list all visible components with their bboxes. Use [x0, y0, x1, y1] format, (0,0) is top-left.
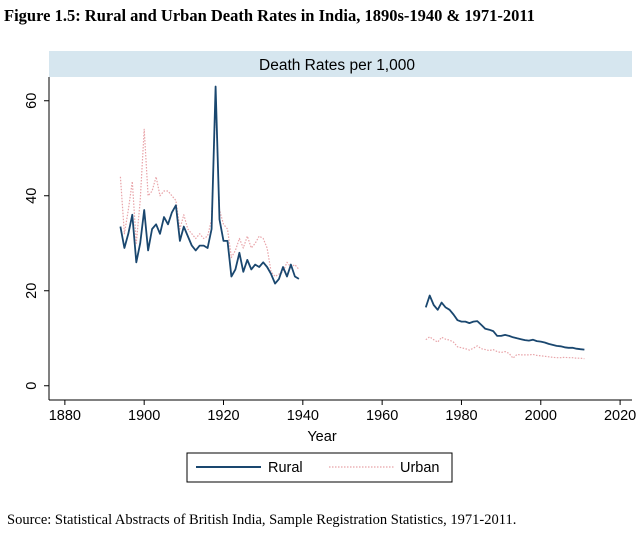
x-tick-label: 1880: [49, 408, 81, 424]
x-axis-ticks: 1880 1900 1920 1940 1960 1980 2000 2020: [49, 400, 636, 424]
figure-title: Figure 1.5: Rural and Urban Death Rates …: [4, 6, 535, 25]
x-tick-label: 1920: [207, 408, 239, 424]
header-band: [49, 51, 632, 77]
rural-line-segment-2: [424, 294, 585, 351]
y-tick-label: 0: [24, 382, 40, 390]
y-tick-label: 60: [24, 93, 40, 109]
chart-title: Death Rates per 1,000: [259, 57, 415, 74]
urban-line-segment-2: [425, 336, 585, 360]
y-tick-label: 40: [24, 188, 40, 204]
x-tick-label: 1940: [287, 408, 319, 424]
y-axis-ticks: 0 20 40 60: [24, 93, 49, 390]
x-tick-label: 2000: [525, 408, 557, 424]
y-tick-label: 20: [24, 283, 40, 299]
legend-rural-label: Rural: [268, 460, 303, 476]
x-axis-label: Year: [307, 429, 336, 445]
x-tick-label: 1980: [445, 408, 477, 424]
source-note: Source: Statistical Abstracts of British…: [7, 512, 517, 528]
series-lines: [119, 85, 585, 360]
rural-line-segment-1: [119, 85, 300, 285]
legend: Rural Urban: [186, 452, 453, 483]
x-tick-label: 1900: [128, 408, 160, 424]
x-tick-label: 2020: [604, 408, 636, 424]
x-tick-label: 1960: [366, 408, 398, 424]
legend-urban-label: Urban: [400, 460, 440, 476]
